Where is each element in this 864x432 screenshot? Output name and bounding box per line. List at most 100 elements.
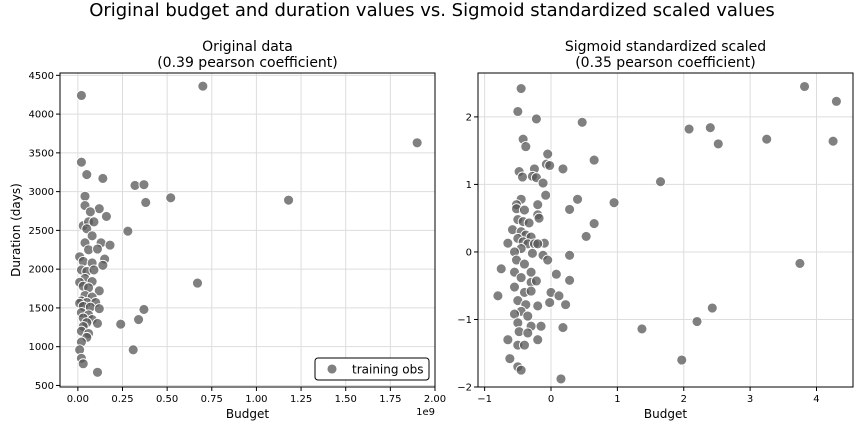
right-point-92 (704, 122, 716, 134)
figure-title: Original budget and duration values vs. … (89, 0, 775, 21)
right-point-17 (540, 189, 552, 201)
right-point-6 (542, 148, 554, 160)
right-point-99 (636, 323, 648, 335)
right-plot-title-main: Sigmoid standardized scaled (564, 39, 767, 55)
right-point-65 (553, 290, 565, 302)
right-point-78 (557, 322, 569, 334)
left-point-40 (93, 285, 105, 297)
left-xtick-label-0: 0.00 (67, 394, 89, 405)
right-point-23 (532, 199, 544, 211)
left-x-offset-label: 1e9 (416, 407, 435, 418)
right-point-0 (515, 83, 527, 94)
right-point-57 (515, 272, 527, 284)
left-ytick-label-5: 3000 (29, 187, 54, 198)
left-point-56 (133, 314, 145, 325)
left-plot-title-pearson: (0.39 pearson coefficient) (157, 55, 338, 71)
left-point-5 (97, 172, 109, 184)
left-point-43 (192, 277, 203, 289)
left-xtick-label-5: 1.25 (290, 394, 312, 405)
right-point-84 (532, 334, 544, 346)
right-point-29 (588, 218, 600, 230)
right-point-71 (560, 299, 572, 311)
right-point-55 (525, 266, 537, 278)
right-point-63 (525, 285, 537, 297)
right-point-59 (530, 275, 542, 287)
right-point-10 (557, 163, 569, 175)
right-point-60 (564, 274, 576, 286)
left-plot-title: Original data (0.39 pearson coefficient) (60, 39, 435, 71)
left-point-7 (138, 179, 150, 191)
right-scatter-plot: −1 0 1 2 3 4 −2 −1 0 1 2 Budget (457, 72, 854, 421)
right-point-28 (564, 203, 576, 215)
right-point-94 (761, 133, 773, 145)
left-point-1 (197, 80, 209, 92)
right-xtick-label-2: 1 (614, 394, 620, 405)
left-y-axis-label: Duration (days) (9, 183, 23, 277)
right-plot-title: Sigmoid standardized scaled (0.35 pearso… (478, 39, 853, 71)
right-axes-frame (477, 72, 854, 388)
right-x-axis-label: Budget (644, 407, 687, 421)
left-ytick-label-1: 1000 (29, 342, 54, 353)
right-point-37 (580, 230, 592, 242)
right-point-66 (492, 290, 504, 302)
left-point-69 (92, 366, 103, 378)
left-ytick-label-0: 500 (35, 381, 54, 392)
left-point-18 (88, 216, 100, 228)
right-point-9 (588, 154, 600, 166)
right-ytick-label-1: −1 (457, 315, 472, 326)
right-point-83 (519, 339, 530, 351)
right-point-90 (830, 95, 842, 107)
right-point-93 (712, 138, 724, 150)
left-ytick-label-4: 2500 (29, 226, 54, 237)
left-point-4 (81, 169, 93, 181)
right-ytick-label-0: −2 (457, 383, 472, 394)
right-point-52 (519, 258, 530, 270)
right-point-44 (502, 237, 514, 249)
left-point-10 (283, 194, 295, 206)
right-point-2 (530, 113, 542, 125)
right-point-22 (519, 204, 530, 216)
right-point-91 (683, 123, 695, 135)
left-xtick-label-1: 0.25 (111, 394, 133, 405)
right-point-47 (526, 247, 538, 259)
right-point-69 (532, 300, 544, 312)
right-point-1 (512, 106, 524, 117)
right-xtick-label-3: 2 (681, 394, 687, 405)
left-point-21 (86, 230, 98, 242)
left-point-68 (77, 358, 89, 370)
left-point-58 (92, 317, 103, 329)
right-point-61 (509, 281, 520, 293)
right-point-80 (522, 327, 534, 339)
right-point-5 (520, 141, 532, 153)
right-point-43 (532, 238, 544, 250)
left-point-59 (115, 318, 127, 330)
right-point-95 (827, 135, 839, 147)
right-ytick-label-4: 2 (466, 112, 472, 123)
right-point-53 (495, 263, 507, 275)
left-point-66 (127, 344, 139, 356)
left-point-8 (140, 197, 152, 208)
right-plot-title-pearson: (0.35 pearson coefficient) (575, 55, 756, 71)
left-x-axis-label: Budget (226, 407, 269, 421)
right-point-56 (550, 268, 562, 280)
right-point-25 (533, 212, 545, 224)
right-ytick-label-3: 1 (466, 180, 472, 191)
right-xtick-label-5: 4 (813, 394, 819, 405)
left-ytick-label-7: 4000 (29, 110, 54, 121)
left-ytick-label-3: 2000 (29, 265, 54, 276)
left-legend-marker (326, 363, 338, 375)
left-point-9 (165, 192, 177, 204)
left-legend-label: training obs (352, 363, 424, 377)
left-point-31 (97, 259, 109, 271)
right-point-97 (706, 302, 718, 314)
left-point-34 (88, 264, 100, 276)
right-point-13 (517, 171, 528, 183)
right-point-96 (794, 257, 806, 269)
right-point-49 (542, 254, 554, 266)
left-plot-title-main: Original data (202, 39, 293, 55)
left-point-2 (411, 137, 423, 149)
right-point-100 (676, 354, 688, 366)
left-point-0 (75, 90, 87, 101)
left-ytick-label-6: 3500 (29, 148, 54, 159)
